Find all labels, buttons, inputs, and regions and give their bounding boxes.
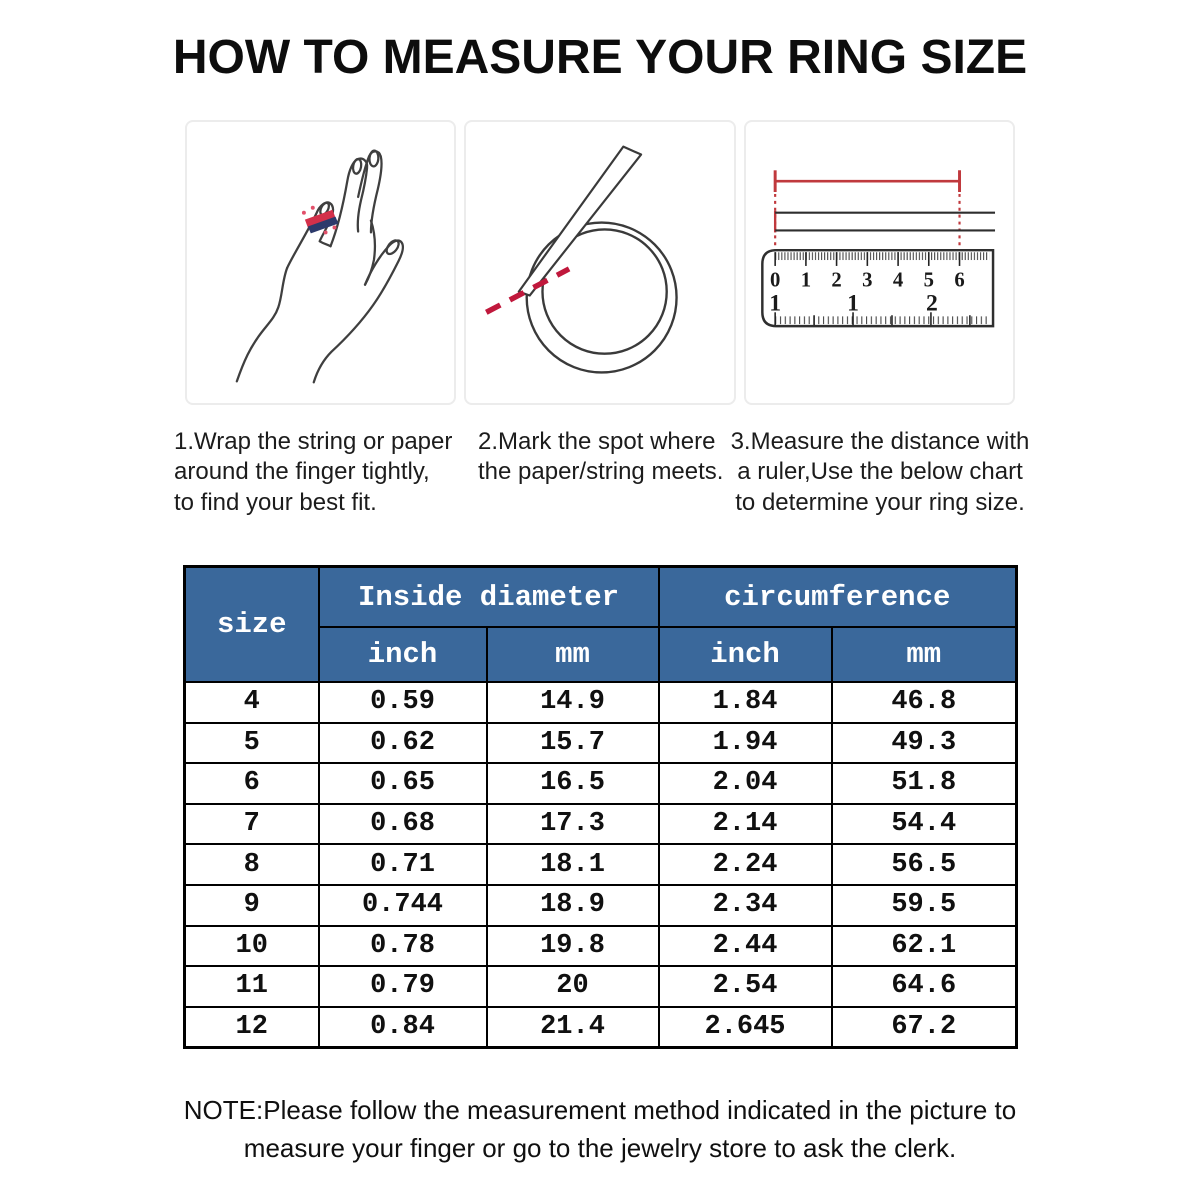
table-cell: 10 bbox=[183, 924, 320, 968]
svg-text:0: 0 bbox=[770, 270, 780, 292]
svg-text:1: 1 bbox=[847, 290, 859, 316]
measured-distance-line bbox=[773, 170, 961, 251]
svg-text:3: 3 bbox=[862, 270, 872, 292]
table-row: 9 0.744 18.9 2.34 59.5 bbox=[183, 883, 1018, 927]
svg-text:5: 5 bbox=[923, 270, 933, 292]
mark-dashed-line bbox=[485, 266, 571, 315]
table-cell: 49.3 bbox=[830, 721, 1018, 765]
string-band bbox=[301, 205, 339, 235]
paper-strip bbox=[774, 211, 995, 232]
table-cell: 2.645 bbox=[657, 1005, 833, 1049]
table-cell: 15.7 bbox=[485, 721, 660, 765]
step3-caption: 3.Measure the distance with a ruler,Use … bbox=[730, 428, 1030, 516]
table-row: 5 0.62 15.7 1.94 49.3 bbox=[183, 721, 1018, 765]
table-cell: 17.3 bbox=[485, 802, 660, 846]
col-header-inch: inch bbox=[317, 626, 488, 683]
svg-text:2: 2 bbox=[926, 290, 938, 316]
table-cell: 46.8 bbox=[830, 681, 1018, 724]
table-cell: 0.68 bbox=[317, 802, 488, 846]
table-cell: 56.5 bbox=[830, 843, 1018, 886]
table-cell: 11 bbox=[183, 965, 320, 1008]
hand-with-string-illustration bbox=[235, 149, 405, 384]
table-cell: 18.1 bbox=[485, 843, 660, 886]
ruler-cm-scale: 0 1 2 3 4 5 6 bbox=[770, 270, 965, 292]
table-cell: 8 bbox=[183, 843, 320, 886]
table-cell: 14.9 bbox=[485, 681, 660, 724]
ring-size-table: size Inside diameter circumference inch … bbox=[183, 565, 1019, 1050]
col-header-inside-diameter: Inside diameter bbox=[317, 565, 660, 628]
size-chart: size Inside diameter circumference inch … bbox=[183, 565, 1019, 1050]
table-cell: 19.8 bbox=[485, 924, 660, 968]
table-cell: 0.84 bbox=[317, 1005, 488, 1049]
table-cell: 7 bbox=[183, 802, 320, 846]
table-cell: 6 bbox=[183, 762, 320, 805]
ruler-inch-scale: 1 1 2 bbox=[769, 290, 938, 316]
svg-text:2: 2 bbox=[831, 270, 841, 292]
page-title: HOW TO MEASURE YOUR RING SIZE bbox=[172, 31, 1028, 84]
table-cell: 2.54 bbox=[657, 965, 833, 1008]
table-cell: 2.24 bbox=[657, 843, 833, 886]
table-cell: 9 bbox=[183, 883, 320, 927]
table-cell: 51.8 bbox=[830, 762, 1018, 805]
table-cell: 54.4 bbox=[830, 802, 1018, 846]
table-cell: 18.9 bbox=[485, 883, 660, 927]
table-cell: 59.5 bbox=[830, 883, 1018, 927]
svg-text:4: 4 bbox=[893, 270, 903, 292]
table-cell: 2.44 bbox=[657, 924, 833, 968]
table-cell: 2.04 bbox=[657, 762, 833, 805]
table-cell: 20 bbox=[485, 965, 660, 1008]
svg-text:1: 1 bbox=[800, 270, 810, 292]
table-cell: 0.79 bbox=[317, 965, 488, 1008]
step3-illustration-box: 0 1 2 3 4 5 6 1 1 2 bbox=[743, 120, 1015, 405]
table-row: 12 0.84 21.4 2.645 67.2 bbox=[183, 1005, 1018, 1049]
table-cell: 0.65 bbox=[317, 762, 488, 805]
step-captions: 1.Wrap the string or paper around the fi… bbox=[172, 427, 1032, 527]
svg-text:1: 1 bbox=[769, 290, 781, 316]
table-cell: 2.14 bbox=[657, 802, 833, 846]
step2-caption: 2.Mark the spot where the paper/string m… bbox=[478, 428, 724, 486]
table-cell: 1.94 bbox=[657, 721, 833, 765]
table-cell: 16.5 bbox=[485, 762, 660, 805]
paper-loop-illustration bbox=[485, 145, 679, 374]
table-cell: 67.2 bbox=[830, 1005, 1018, 1049]
table-cell: 0.62 bbox=[317, 721, 488, 765]
table-cell: 21.4 bbox=[485, 1005, 660, 1049]
table-cell: 64.6 bbox=[830, 965, 1018, 1008]
ruler-illustration: 0 1 2 3 4 5 6 1 1 2 bbox=[760, 170, 995, 328]
table-cell: 5 bbox=[183, 721, 320, 765]
table-row: 10 0.78 19.8 2.44 62.1 bbox=[183, 924, 1018, 968]
table-cell: 0.59 bbox=[317, 681, 488, 724]
table-cell: 2.34 bbox=[657, 883, 833, 927]
table-cell: 0.71 bbox=[317, 843, 488, 886]
col-header-mm: mm bbox=[485, 626, 660, 683]
table-row: 8 0.71 18.1 2.24 56.5 bbox=[183, 843, 1018, 886]
table-cell: 1.84 bbox=[657, 681, 833, 724]
table-row: 7 0.68 17.3 2.14 54.4 bbox=[183, 802, 1018, 846]
table-row: 11 0.79 20 2.54 64.6 bbox=[183, 965, 1018, 1008]
table-cell: 12 bbox=[183, 1005, 320, 1049]
table-cell: 4 bbox=[183, 681, 320, 724]
col-header-circumference: circumference bbox=[657, 565, 1018, 628]
table-row: 4 0.59 14.9 1.84 46.8 bbox=[183, 681, 1018, 724]
step1-caption: 1.Wrap the string or paper around the fi… bbox=[174, 428, 453, 516]
table-cell: 0.78 bbox=[317, 924, 488, 968]
svg-text:6: 6 bbox=[954, 270, 964, 292]
step1-illustration-box bbox=[185, 120, 457, 405]
col-header-size: size bbox=[183, 565, 320, 683]
note-text: NOTE:Please follow the measurement metho… bbox=[183, 1095, 1017, 1163]
col-header-mm: mm bbox=[830, 626, 1018, 683]
step2-illustration-box bbox=[464, 120, 736, 405]
table-cell: 62.1 bbox=[830, 924, 1018, 968]
table-row: 6 0.65 16.5 2.04 51.8 bbox=[183, 762, 1018, 805]
col-header-inch: inch bbox=[657, 626, 833, 683]
table-cell: 0.744 bbox=[317, 883, 488, 927]
illustration-row: 0 1 2 3 4 5 6 1 1 2 bbox=[185, 120, 1015, 405]
